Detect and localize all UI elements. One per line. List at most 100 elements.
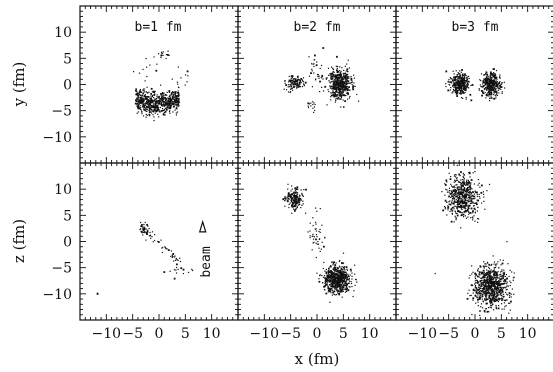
data-point xyxy=(494,98,496,100)
data-point xyxy=(327,67,330,69)
data-point xyxy=(347,73,349,75)
data-point xyxy=(491,74,494,76)
data-point xyxy=(489,288,491,291)
data-point xyxy=(296,186,299,189)
data-point xyxy=(330,99,332,101)
data-point xyxy=(482,80,484,82)
data-point xyxy=(455,192,457,194)
data-point xyxy=(338,260,340,262)
data-point xyxy=(495,88,497,90)
data-point xyxy=(312,107,314,109)
data-point xyxy=(315,238,317,241)
data-point xyxy=(495,271,497,274)
data-point xyxy=(339,81,341,84)
data-point xyxy=(489,80,492,83)
data-point xyxy=(319,275,321,277)
data-point xyxy=(338,93,341,95)
data-point xyxy=(177,99,179,101)
data-point xyxy=(175,272,178,274)
data-point xyxy=(457,197,460,199)
data-point xyxy=(345,285,347,287)
data-point xyxy=(296,75,299,78)
data-point xyxy=(327,285,329,287)
data-point xyxy=(177,259,179,261)
data-point xyxy=(338,81,340,84)
data-point xyxy=(453,76,456,79)
data-point xyxy=(485,82,487,85)
data-point xyxy=(475,287,478,289)
data-point xyxy=(297,197,300,200)
data-point xyxy=(338,288,341,290)
data-point xyxy=(138,103,140,105)
data-point xyxy=(171,95,173,98)
data-point xyxy=(462,181,465,184)
data-point xyxy=(161,96,163,99)
data-point xyxy=(452,189,454,191)
data-point xyxy=(164,246,166,248)
data-point xyxy=(478,89,480,91)
data-point xyxy=(346,87,348,89)
data-point xyxy=(346,278,348,280)
data-point xyxy=(339,289,342,291)
data-point xyxy=(468,185,471,188)
data-point xyxy=(489,286,492,288)
data-point xyxy=(334,277,336,279)
data-point xyxy=(471,195,473,197)
data-point xyxy=(484,78,487,81)
data-point xyxy=(296,84,298,87)
data-point xyxy=(444,183,446,185)
data-point xyxy=(494,78,496,80)
data-point xyxy=(154,93,156,95)
data-point xyxy=(485,273,487,275)
data-point xyxy=(284,196,286,198)
data-point xyxy=(140,221,142,224)
data-point xyxy=(498,279,500,282)
data-point xyxy=(173,260,175,262)
data-point xyxy=(149,110,151,112)
data-point xyxy=(456,197,459,199)
data-point xyxy=(341,296,343,298)
data-point xyxy=(445,83,447,85)
data-point xyxy=(161,104,164,106)
data-point xyxy=(342,262,344,265)
data-point xyxy=(485,307,487,310)
data-point xyxy=(338,278,340,280)
data-point xyxy=(351,79,353,81)
data-point xyxy=(496,80,498,83)
data-point xyxy=(477,206,479,209)
data-point xyxy=(156,106,158,108)
data-point xyxy=(488,271,490,273)
data-point xyxy=(330,273,333,276)
data-point xyxy=(512,277,515,279)
data-point xyxy=(340,275,342,277)
data-point xyxy=(153,116,155,118)
data-point xyxy=(332,83,334,85)
data-point xyxy=(164,107,167,109)
data-point xyxy=(339,82,341,84)
data-point xyxy=(489,278,492,281)
data-point xyxy=(315,64,318,67)
data-point xyxy=(166,248,168,250)
data-point xyxy=(501,275,504,277)
data-point xyxy=(488,263,491,266)
data-point xyxy=(154,90,156,92)
data-point xyxy=(319,67,321,70)
data-point xyxy=(296,84,298,86)
data-point xyxy=(162,98,164,101)
data-point xyxy=(467,211,470,213)
data-point xyxy=(456,214,459,217)
data-point xyxy=(466,78,469,81)
data-point xyxy=(493,263,495,265)
data-point xyxy=(170,101,172,103)
data-point xyxy=(470,84,472,87)
data-point xyxy=(466,83,468,86)
data-point xyxy=(471,273,473,275)
data-point xyxy=(490,290,493,292)
data-point xyxy=(465,201,467,203)
data-point xyxy=(174,96,176,98)
data-point xyxy=(466,189,468,192)
data-point xyxy=(508,275,510,278)
data-point xyxy=(309,230,311,232)
data-point xyxy=(464,91,466,94)
data-point xyxy=(484,74,486,76)
